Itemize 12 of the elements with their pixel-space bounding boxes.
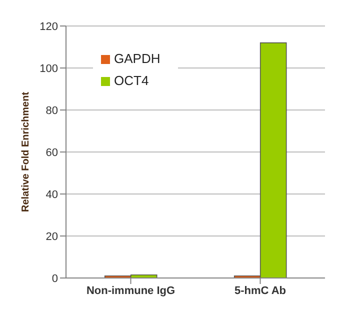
y-tick-label: 40 (46, 188, 58, 201)
y-tick-label: 0 (52, 272, 58, 285)
y-axis-title: Relative Fold Enrichment (20, 91, 32, 212)
y-tick-label: 20 (46, 230, 58, 243)
legend-label: GAPDH (114, 51, 160, 66)
y-tick-label: 100 (40, 62, 58, 75)
y-tick-label: 80 (46, 104, 58, 117)
y-tick-label: 120 (40, 20, 58, 33)
legend-label: OCT4 (114, 73, 149, 88)
x-tick-label: Non-immune IgG (86, 284, 176, 297)
y-tick-label: 60 (46, 146, 58, 159)
x-tick-label: 5-hmC Ab (234, 284, 286, 297)
